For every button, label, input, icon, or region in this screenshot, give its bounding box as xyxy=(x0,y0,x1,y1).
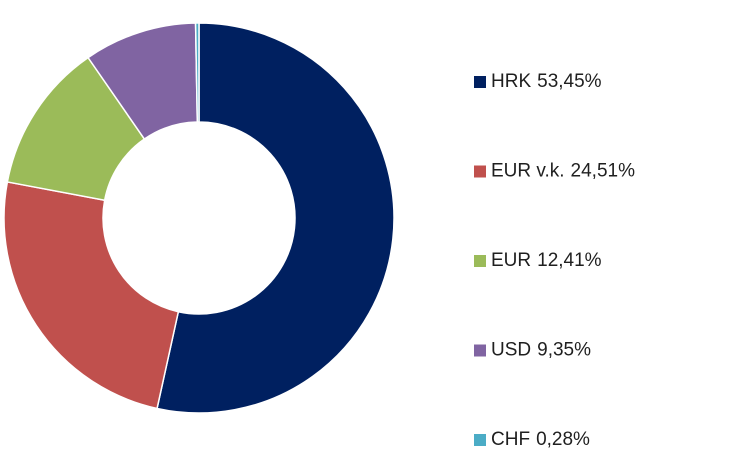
legend-value: 9,35% xyxy=(537,340,591,361)
donut-slice xyxy=(3,181,180,410)
legend-value: 0,28% xyxy=(536,429,590,450)
legend-label: HRK 53,45% xyxy=(491,71,602,92)
legend-category: CHF xyxy=(491,429,530,450)
legend-category: HRK xyxy=(491,71,531,92)
legend-label: EUR 12,41% xyxy=(491,250,602,271)
legend-swatch xyxy=(474,434,486,446)
legend-category: EUR v.k. xyxy=(491,161,565,182)
legend-swatch xyxy=(474,76,486,88)
legend-label: USD 9,35% xyxy=(491,340,591,361)
legend-label: EUR v.k. 24,51% xyxy=(491,161,635,182)
donut-slice xyxy=(194,22,200,123)
legend-swatch xyxy=(474,344,486,357)
donut-slice xyxy=(156,22,395,414)
legend-label: CHF 0,28% xyxy=(491,429,590,450)
legend-category: EUR xyxy=(491,250,531,271)
legend-value: 24,51% xyxy=(571,161,636,182)
legend-value: 12,41% xyxy=(537,250,602,271)
legend-value: 53,45% xyxy=(537,71,602,92)
legend-swatch xyxy=(474,165,486,178)
legend-swatch xyxy=(474,255,486,267)
legend-category: USD xyxy=(491,340,531,361)
